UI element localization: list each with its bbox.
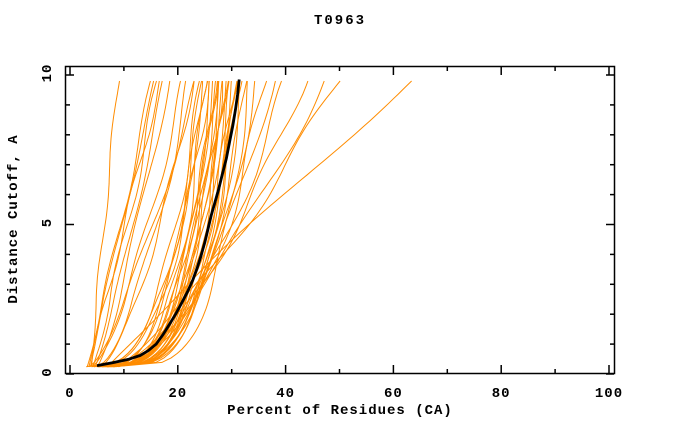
- x-tick-label: 20: [168, 386, 187, 402]
- model-curve: [107, 80, 412, 368]
- x-tick-label: 0: [65, 386, 74, 402]
- model-curve: [99, 80, 218, 368]
- model-curve: [86, 80, 151, 367]
- model-curve: [88, 80, 160, 367]
- model-curve: [118, 80, 325, 368]
- model-curve: [86, 80, 208, 368]
- x-axis-title: Percent of Residues (CA): [227, 403, 453, 419]
- model-curve: [115, 80, 282, 368]
- model-curve: [113, 80, 268, 368]
- x-tick-label: 60: [384, 386, 403, 402]
- x-tick-label: 40: [276, 386, 295, 402]
- highlight-curve: [96, 79, 241, 367]
- model-curve: [94, 80, 163, 368]
- model-curve: [110, 80, 248, 368]
- model-curve: [102, 80, 209, 368]
- model-curve: [92, 80, 157, 367]
- y-tick-label: 0: [40, 367, 56, 376]
- plot-border: [64, 65, 616, 375]
- model-curve: [97, 80, 204, 368]
- model-curve: [90, 80, 155, 367]
- model-curve: [99, 80, 195, 368]
- model-curve: [93, 80, 220, 368]
- chart-title: T0963: [313, 13, 366, 29]
- model-curve: [91, 80, 210, 368]
- model-curve: [89, 80, 195, 368]
- curves-layer: [86, 79, 412, 368]
- model-curve: [95, 80, 187, 368]
- model-curve: [91, 80, 181, 368]
- model-curve: [96, 80, 171, 368]
- model-curve: [106, 80, 276, 368]
- model-curve: [96, 80, 220, 368]
- model-curve: [110, 80, 256, 368]
- y-tick-label: 5: [40, 218, 56, 227]
- model-curve: [91, 80, 120, 367]
- y-tick-label: 10: [40, 64, 56, 83]
- model-curve: [107, 80, 241, 368]
- x-tick-label: 80: [492, 386, 511, 402]
- model-curve: [108, 80, 239, 368]
- x-tick-label: 100: [595, 386, 623, 402]
